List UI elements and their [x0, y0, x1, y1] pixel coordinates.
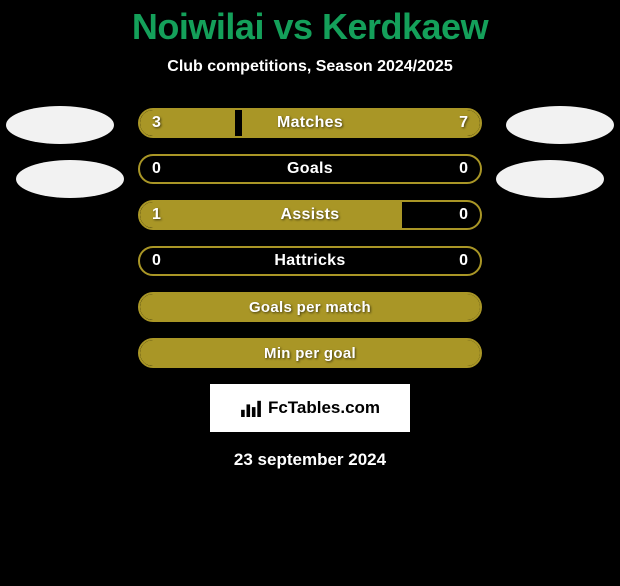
player-right-avatar-bottom: [496, 160, 604, 198]
stat-rows: 37Matches 00Goals 10Assists 00Hattricks Goal…: [138, 108, 482, 368]
stat-row: Min per goal: [138, 338, 482, 368]
stat-row: 00Hattricks: [138, 246, 482, 276]
stats-container: 37Matches 00Goals 10Assists 00Hattricks Goal…: [0, 108, 620, 368]
date-text: 23 september 2024: [0, 450, 620, 470]
subtitle: Club competitions, Season 2024/2025: [0, 58, 620, 76]
stat-row: 37Matches: [138, 108, 482, 138]
bars-icon: [240, 399, 262, 417]
source-badge: FcTables.com: [210, 384, 410, 432]
stat-row: Goals per match: [138, 292, 482, 322]
player-left-avatar-bottom: [16, 160, 124, 198]
stat-label: Min per goal: [140, 340, 480, 366]
page-title: Noiwilai vs Kerdkaew: [0, 6, 620, 48]
player-right-avatar-top: [506, 106, 614, 144]
stat-row: 10Assists: [138, 200, 482, 230]
stat-label: Goals: [140, 156, 480, 182]
stat-row: 00Goals: [138, 154, 482, 184]
stat-label: Goals per match: [140, 294, 480, 320]
badge-text: FcTables.com: [268, 398, 380, 418]
stat-label: Assists: [140, 202, 480, 228]
player-left-avatar-top: [6, 106, 114, 144]
stat-label: Matches: [140, 110, 480, 136]
stat-label: Hattricks: [140, 248, 480, 274]
